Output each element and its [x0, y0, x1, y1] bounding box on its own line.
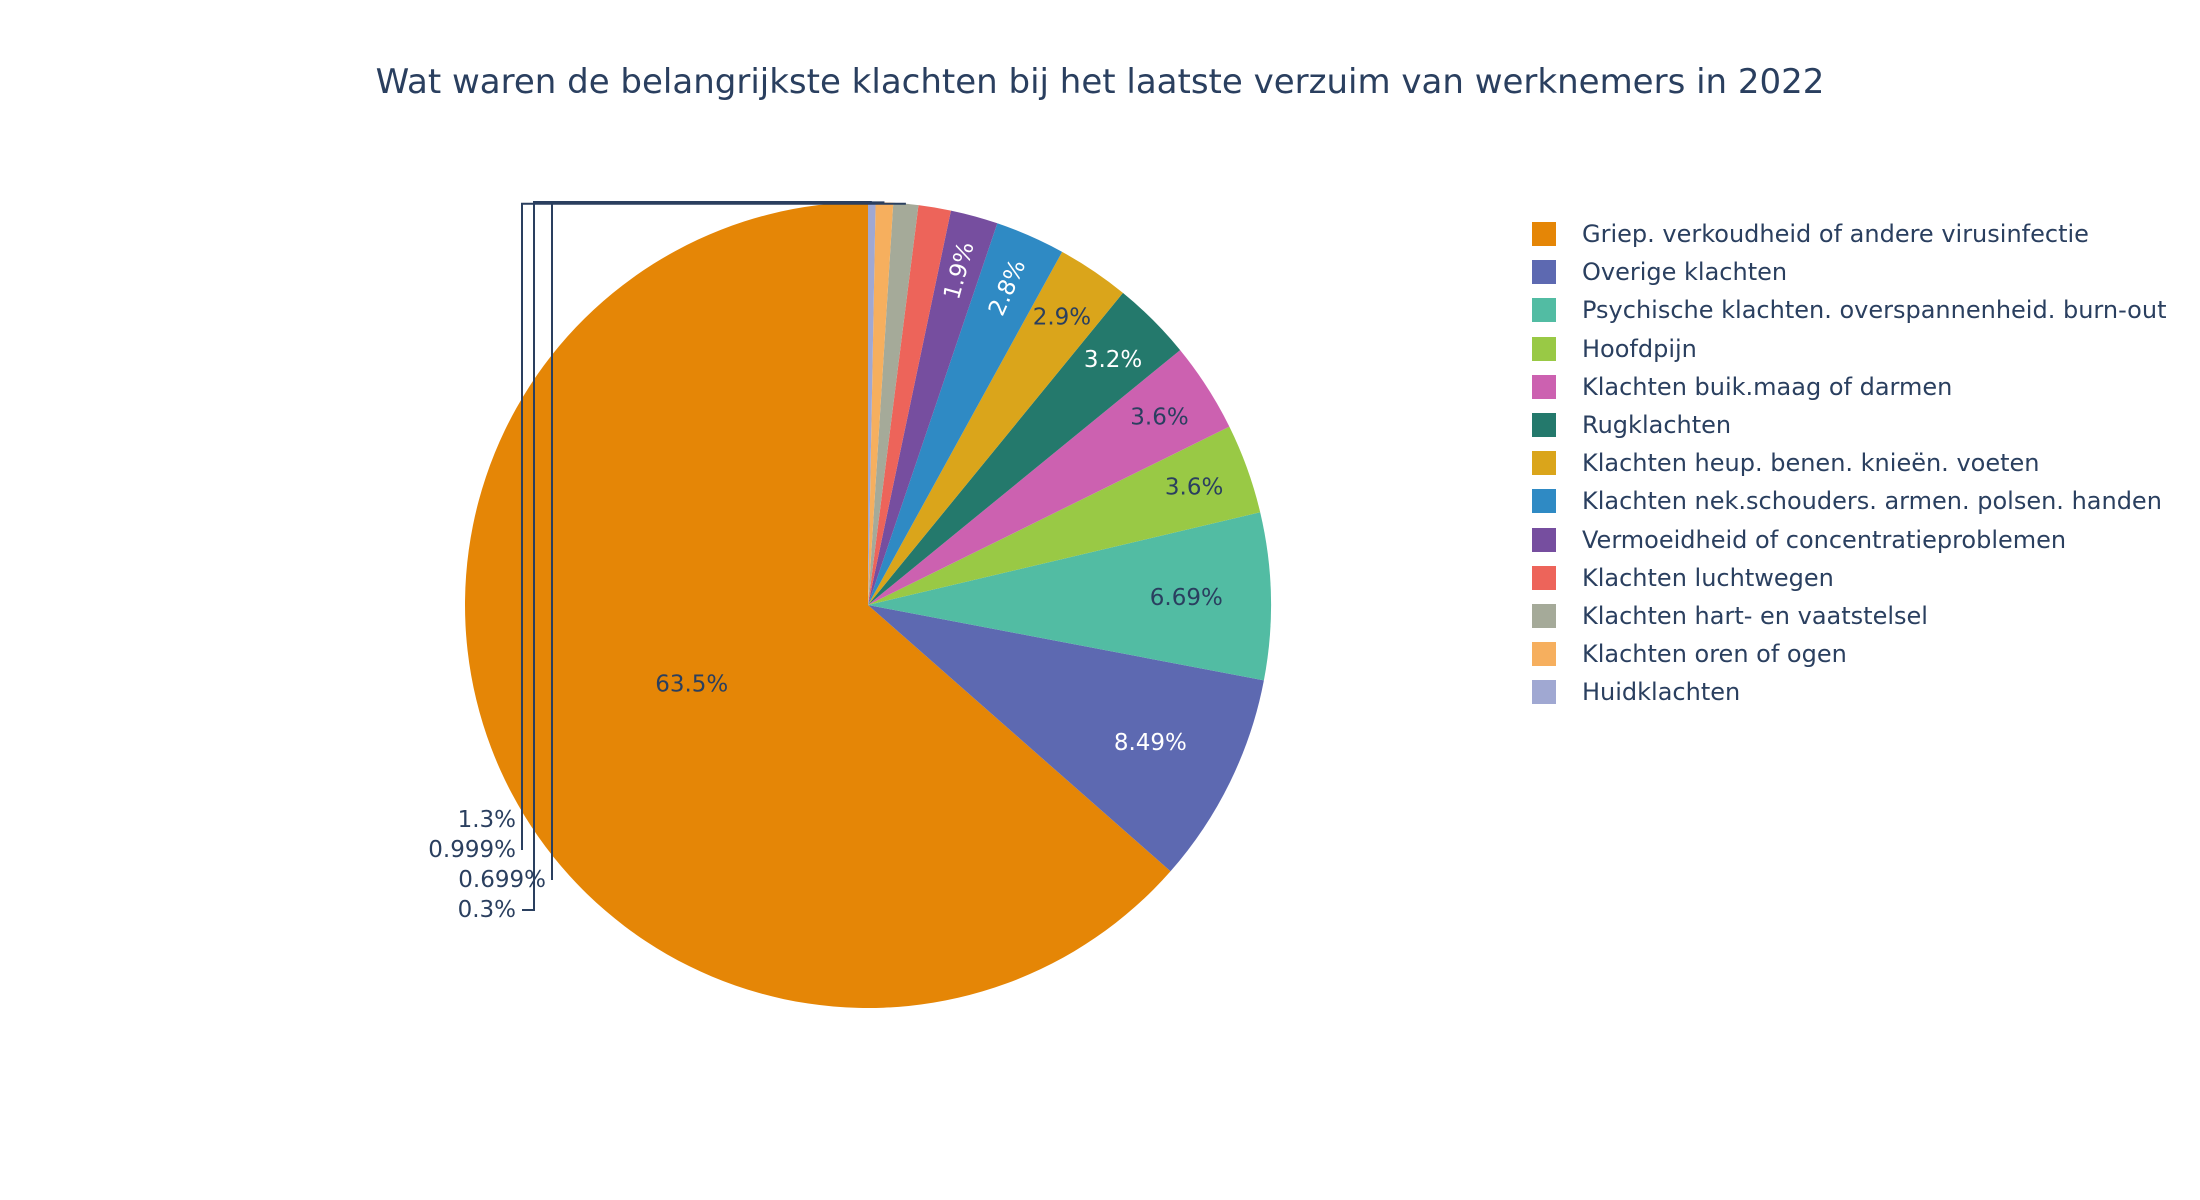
legend-swatch: [1532, 603, 1556, 628]
legend-item[interactable]: Huidklachten: [1532, 673, 2166, 711]
legend: Griep. verkoudheid of andere virusinfect…: [1532, 215, 2166, 711]
slice-label: 3.6%: [1130, 404, 1188, 430]
pie-slice[interactable]: [868, 350, 1230, 605]
legend-swatch: [1532, 565, 1556, 590]
pie-slice[interactable]: [868, 210, 998, 606]
legend-item[interactable]: Hoofdpijn: [1532, 330, 2166, 368]
legend-item[interactable]: Klachten nek.schouders. armen. polsen. h…: [1532, 482, 2166, 520]
legend-label: Huidklachten: [1582, 678, 1741, 707]
legend-label: Psychische klachten. overspannenheid. bu…: [1582, 296, 2167, 325]
legend-swatch: [1532, 374, 1556, 399]
legend-label: Hoofdpijn: [1582, 334, 1697, 363]
legend-label: Vermoeidheid of concentratieproblemen: [1582, 525, 2067, 554]
slice-label-outside: 0.999%: [428, 837, 516, 863]
legend-swatch: [1532, 642, 1556, 667]
pie-slices: [464, 202, 1271, 1008]
legend-label: Klachten buik.maag of darmen: [1582, 372, 1953, 401]
legend-label: Klachten heup. benen. knieën. voeten: [1582, 449, 2040, 478]
legend-item[interactable]: Rugklachten: [1532, 406, 2166, 444]
slice-label: 3.2%: [1084, 347, 1142, 373]
pie-slice[interactable]: [868, 205, 951, 605]
slice-label: 8.49%: [1114, 730, 1187, 756]
legend-label: Klachten luchtwegen: [1582, 563, 1834, 592]
pie-slice[interactable]: [868, 202, 919, 605]
legend-label: Klachten hart- en vaatstelsel: [1582, 601, 1928, 630]
legend-label: Rugklachten: [1582, 411, 1732, 440]
leader-lines: [521, 201, 906, 911]
slice-label-outside: 1.3%: [458, 807, 516, 833]
pie-slice[interactable]: [868, 426, 1261, 605]
legend-swatch: [1532, 489, 1556, 514]
leader-line: [521, 202, 906, 850]
legend-swatch: [1532, 336, 1556, 361]
slice-label-outside: 0.3%: [458, 897, 516, 923]
legend-label: Overige klachten: [1582, 258, 1788, 287]
pie-slice[interactable]: [464, 202, 1171, 1008]
legend-item[interactable]: Griep. verkoudheid of andere virusinfect…: [1532, 215, 2166, 253]
legend-label: Klachten oren of ogen: [1582, 640, 1847, 669]
legend-swatch: [1532, 260, 1556, 285]
leader-line: [522, 201, 872, 911]
legend-item[interactable]: Klachten oren of ogen: [1532, 635, 2166, 673]
legend-swatch: [1532, 527, 1556, 552]
pie-slice[interactable]: [868, 202, 894, 605]
legend-swatch: [1532, 680, 1556, 705]
pie-slice[interactable]: [868, 251, 1123, 606]
legend-item[interactable]: Vermoeidheid of concentratieproblemen: [1532, 521, 2166, 559]
pie-slice[interactable]: [868, 223, 1063, 605]
legend-swatch: [1532, 222, 1556, 247]
pie-slice[interactable]: [868, 512, 1271, 681]
legend-item[interactable]: Klachten buik.maag of darmen: [1532, 368, 2166, 406]
legend-item[interactable]: Klachten luchtwegen: [1532, 559, 2166, 597]
pie-slice[interactable]: [868, 292, 1181, 605]
legend-item[interactable]: Overige klachten: [1532, 253, 2166, 291]
legend-swatch: [1532, 451, 1556, 476]
slice-label: 2.9%: [1033, 305, 1091, 331]
pie-slice[interactable]: [868, 202, 876, 605]
legend-swatch: [1532, 298, 1556, 323]
legend-item[interactable]: Klachten heup. benen. knieën. voeten: [1532, 444, 2166, 482]
legend-swatch: [1532, 413, 1556, 438]
slice-label-outside: 0.699%: [458, 867, 546, 893]
legend-item[interactable]: Klachten hart- en vaatstelsel: [1532, 597, 2166, 635]
legend-label: Klachten nek.schouders. armen. polsen. h…: [1582, 487, 2162, 516]
chart-title: Wat waren de belangrijkste klachten bij …: [375, 62, 1825, 102]
slice-label: 3.6%: [1165, 475, 1223, 501]
pie-slice[interactable]: [868, 605, 1264, 872]
legend-item[interactable]: Psychische klachten. overspannenheid. bu…: [1532, 291, 2166, 329]
legend-label: Griep. verkoudheid of andere virusinfect…: [1582, 220, 2089, 249]
slice-label: 6.69%: [1150, 585, 1223, 611]
slice-label: 63.5%: [655, 672, 728, 698]
